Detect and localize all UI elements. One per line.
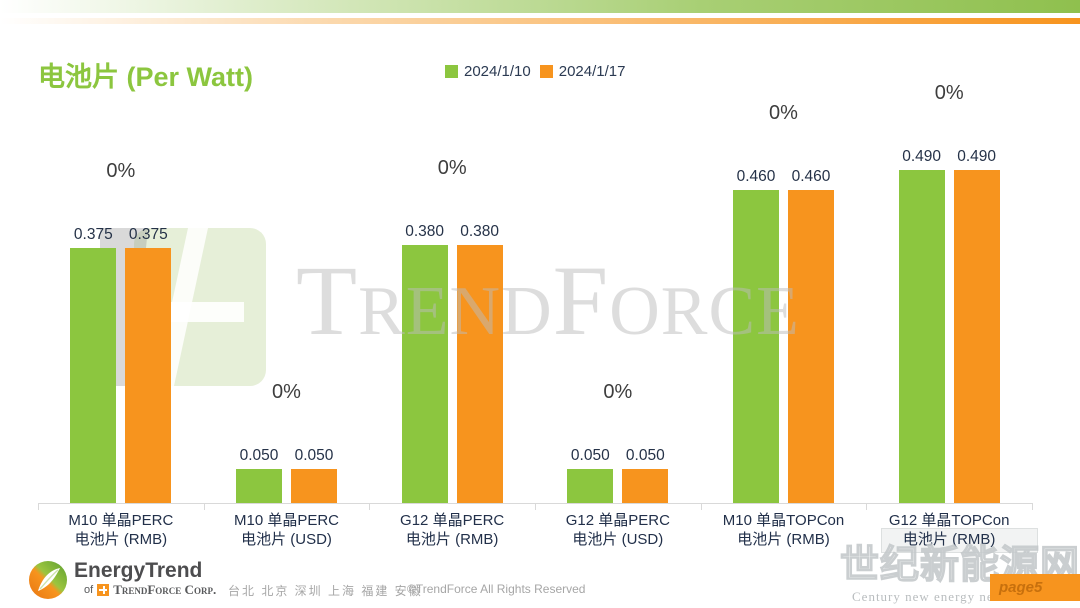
change-percent-label: 0% — [272, 381, 301, 403]
page-number-badge: page5 — [990, 574, 1080, 601]
category-label: G12 单晶PERC 电池片 (USD) — [533, 511, 703, 549]
category-label: G12 单晶TOPCon 电池片 (RMB) — [864, 511, 1034, 549]
bar-series1 — [898, 169, 945, 503]
bar-value-label: 0.460 — [791, 168, 831, 186]
category-label-line: 电池片 (RMB) — [902, 531, 996, 548]
energytrend-wordmark: EnergyTrend — [74, 559, 203, 582]
watermark-box — [881, 528, 1038, 553]
bar-value-label: 0.050 — [625, 447, 665, 464]
bar-value-label: 0.490 — [957, 147, 997, 165]
axis-tick — [203, 503, 205, 510]
trendforce-mini-icon — [97, 584, 110, 596]
category-label-line: 电池片 (RMB) — [74, 531, 168, 548]
chart-legend: 2024/1/10 2024/1/17 — [445, 63, 625, 80]
legend-swatch-green — [445, 65, 458, 78]
bar-series1 — [401, 244, 448, 503]
bar-value-label: 0.490 — [902, 147, 942, 165]
bar-value-label: 0.050 — [294, 447, 334, 464]
category-label-line: G12 单晶PERC — [565, 512, 670, 529]
legend-swatch-orange — [539, 65, 553, 78]
axis-tick — [1032, 503, 1033, 510]
footer-copyright: ©TrendForce All Rights Reserved — [407, 582, 586, 596]
page-title: 电池片 (Per Watt) — [38, 62, 253, 92]
category-label-line: M10 单晶PERC — [68, 512, 174, 529]
bar-series2 — [125, 248, 172, 503]
category-label-line: G12 单晶TOPCon — [888, 512, 1010, 529]
trendforce-text-watermark: TrendForce — [296, 245, 800, 356]
category-label-line: M10 单晶PERC — [233, 512, 340, 529]
legend-label-2: 2024/1/17 — [558, 63, 626, 80]
change-percent-label: 0% — [106, 160, 136, 182]
category-label-line: 电池片 (USD) — [572, 531, 664, 548]
bar-value-label: 0.375 — [128, 226, 168, 243]
legend-entry-1: 2024/1/10 — [445, 63, 531, 80]
bar-series2 — [456, 244, 503, 503]
axis-tick — [369, 503, 371, 510]
bar-value-label: 0.380 — [460, 222, 500, 240]
axis-tick — [535, 503, 536, 510]
footer-cities: 台北 北京 深圳 上海 福建 安徽 — [228, 584, 423, 598]
axis-tick — [38, 503, 39, 510]
category-label-line: 电池片 (RMB) — [737, 531, 830, 548]
page-number-label: page5 — [999, 579, 1043, 596]
category-label-line: 电池片 (USD) — [241, 531, 332, 548]
legend-entry-2: 2024/1/17 — [539, 63, 626, 80]
bar-series2 — [291, 469, 337, 503]
category-label: M10 单晶PERC 电池片 (USD) — [202, 511, 372, 549]
category-label-line: M10 单晶TOPCon — [722, 512, 845, 529]
change-percent-label: 0% — [934, 81, 964, 104]
change-percent-label: 0% — [769, 102, 798, 125]
bar-series1 — [236, 469, 282, 503]
axis-tick — [700, 503, 702, 510]
bar-series2 — [622, 469, 669, 503]
bar-value-label: 0.050 — [570, 447, 610, 464]
energytrend-corp-line: of TrendForce Corp. — [84, 582, 216, 598]
bar-value-label: 0.380 — [405, 222, 445, 240]
century-site-watermark-sub: Century new energy network — [852, 589, 1030, 604]
bar-series2 — [953, 169, 1000, 503]
legend-label-1: 2024/1/10 — [464, 63, 531, 80]
bar-series2 — [788, 190, 834, 503]
bar-series1 — [70, 248, 117, 503]
category-label-line: G12 单晶PERC — [400, 512, 505, 529]
corp-line-of: of — [84, 584, 94, 596]
top-green-strip — [0, 0, 1080, 13]
bar-value-label: 0.460 — [736, 168, 776, 186]
top-orange-strip — [0, 18, 1080, 24]
bar-value-label: 0.050 — [239, 447, 279, 464]
bar-series1 — [733, 190, 779, 503]
change-percent-label: 0% — [437, 156, 467, 179]
category-label: M10 单晶TOPCon 电池片 (RMB) — [699, 511, 869, 549]
energytrend-logo: EnergyTrend of TrendForce Corp. — [28, 560, 216, 600]
category-label: G12 单晶PERC 电池片 (RMB) — [367, 511, 537, 549]
bar-series1 — [567, 469, 614, 503]
change-percent-label: 0% — [603, 381, 633, 403]
axis-tick — [866, 503, 868, 510]
energytrend-leaf-icon — [29, 561, 67, 599]
category-label: M10 单晶PERC 电池片 (RMB) — [36, 511, 206, 549]
corp-line-name: TrendForce Corp. — [113, 582, 217, 597]
bar-value-label: 0.375 — [73, 226, 113, 243]
category-label-line: 电池片 (RMB) — [405, 531, 499, 548]
